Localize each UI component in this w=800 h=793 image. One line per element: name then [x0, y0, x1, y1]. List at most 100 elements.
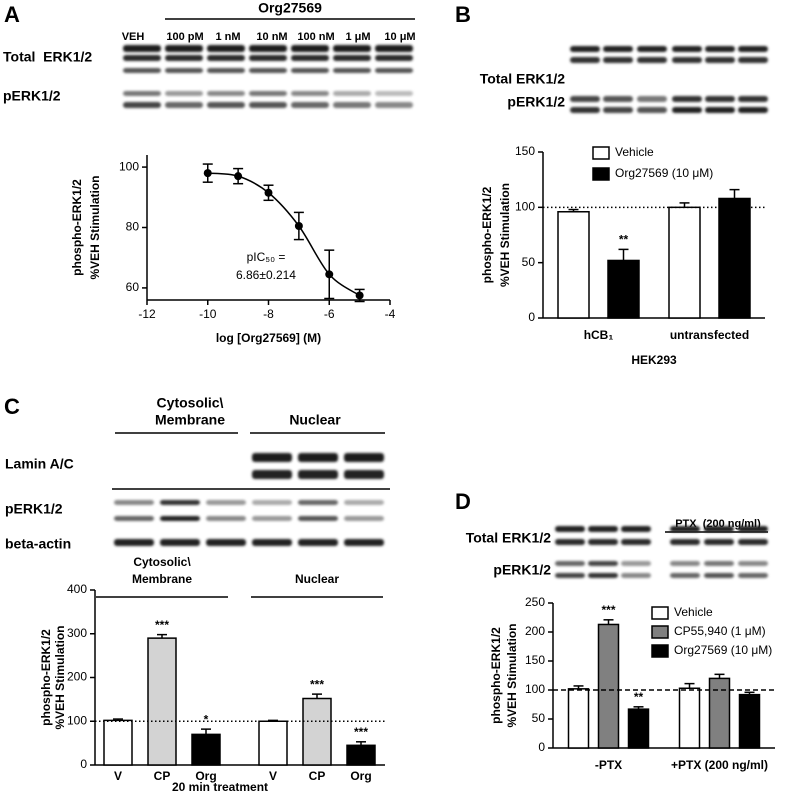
bar	[678, 687, 701, 749]
blot-band	[206, 500, 246, 505]
legend-swatch	[651, 644, 669, 658]
data-point	[294, 221, 303, 230]
blot-row-label: pERK1/2	[493, 562, 551, 578]
blot-band	[738, 561, 768, 566]
blot-band	[603, 57, 633, 63]
blot-band	[249, 45, 287, 52]
bar	[597, 623, 620, 749]
legend-label: Org27569 (10 μM)	[615, 166, 713, 180]
blot-band	[738, 573, 768, 578]
x-tick-label: +PTX (200 ng/ml)	[671, 758, 768, 772]
legend-swatch	[592, 167, 610, 181]
blot-band	[375, 55, 413, 61]
blot-band	[670, 526, 700, 532]
x-tick-label: hCB₁	[584, 328, 614, 342]
blot-band	[252, 500, 292, 505]
blot-band	[207, 45, 245, 52]
blot-row-label: pERK1/2	[5, 501, 63, 517]
blot-band	[738, 107, 768, 113]
blot-band	[333, 91, 371, 96]
blot-band	[333, 55, 371, 61]
blot-band	[704, 526, 734, 532]
blot-band	[603, 96, 633, 102]
legend-label: Vehicle	[674, 605, 713, 619]
lane-label: 100 pM	[166, 31, 203, 43]
y-axis-title: %VEH Stimulation	[88, 175, 102, 279]
blot-band	[207, 91, 245, 96]
blot-row-label: Total ERK1/2	[3, 49, 92, 65]
panel-label: D	[455, 489, 471, 514]
blot-band	[621, 573, 651, 578]
blot-band	[621, 526, 651, 532]
data-point	[355, 291, 364, 300]
legend-swatch	[592, 146, 610, 160]
blot-band	[555, 526, 585, 532]
x-tick-label: -8	[263, 307, 274, 321]
blot-band	[375, 102, 413, 108]
blot-band	[252, 453, 292, 462]
y-tick-label: 100	[515, 200, 535, 214]
blot-row-label: pERK1/2	[507, 94, 565, 110]
y-tick-label: 200	[525, 624, 545, 638]
y-tick-label: 100	[119, 159, 139, 173]
blot-band	[375, 91, 413, 96]
data-point	[203, 169, 212, 178]
annotation: pIC₅₀ =	[247, 250, 286, 264]
blot-band	[570, 107, 600, 113]
significance-label: ***	[155, 618, 169, 632]
lane-label: 1 μM	[345, 31, 370, 43]
blot-band	[249, 91, 287, 96]
blot-band	[588, 539, 618, 545]
significance-label: *	[204, 712, 209, 726]
blot-band	[588, 526, 618, 532]
blot-band	[165, 91, 203, 96]
y-tick-label: 150	[525, 653, 545, 667]
bar	[191, 733, 221, 766]
panel-label: A	[4, 2, 20, 27]
bar	[103, 719, 133, 766]
blot-band	[298, 500, 338, 505]
y-tick-label: 50	[522, 255, 536, 269]
x-tick-label: -PTX	[595, 758, 622, 772]
data-point	[234, 172, 243, 181]
blot-band	[570, 96, 600, 102]
blot-band	[249, 102, 287, 108]
y-axis-title: phospho-ERK1/2	[480, 186, 494, 283]
blot-band	[555, 573, 585, 578]
group-label: Nuclear	[295, 572, 339, 586]
y-tick-label: 0	[528, 310, 535, 324]
blot-band	[165, 102, 203, 108]
blot-band	[344, 500, 384, 505]
blot-band	[555, 561, 585, 566]
legend-label: Org27569 (10 μM)	[674, 643, 772, 657]
blot-group-label: Membrane	[155, 412, 225, 428]
blot-band	[123, 68, 161, 73]
x-tick-label: untransfected	[670, 328, 749, 342]
blot-band	[165, 68, 203, 73]
legend-swatch	[651, 606, 669, 620]
bar	[627, 708, 650, 749]
blot-band	[704, 573, 734, 578]
blot-band	[570, 57, 600, 63]
blot-band	[298, 516, 338, 521]
bar	[607, 259, 640, 319]
blot-band	[206, 516, 246, 521]
blot-band	[555, 539, 585, 545]
blot-band	[670, 561, 700, 566]
blot-band	[375, 45, 413, 52]
blot-band	[637, 46, 667, 52]
blot-band	[637, 57, 667, 63]
blot-band	[672, 46, 702, 52]
y-tick-label: 0	[80, 757, 87, 771]
bar	[738, 693, 761, 749]
blot-row-label: Total ERK1/2	[480, 71, 566, 87]
significance-label: ***	[354, 725, 368, 739]
y-tick-label: 50	[532, 711, 546, 725]
blot-row-label: beta-actin	[5, 536, 71, 552]
x-tick-label: V	[114, 769, 122, 783]
blot-band	[603, 46, 633, 52]
y-axis-title: phospho-ERK1/2	[39, 629, 53, 726]
blot-band	[123, 45, 161, 52]
